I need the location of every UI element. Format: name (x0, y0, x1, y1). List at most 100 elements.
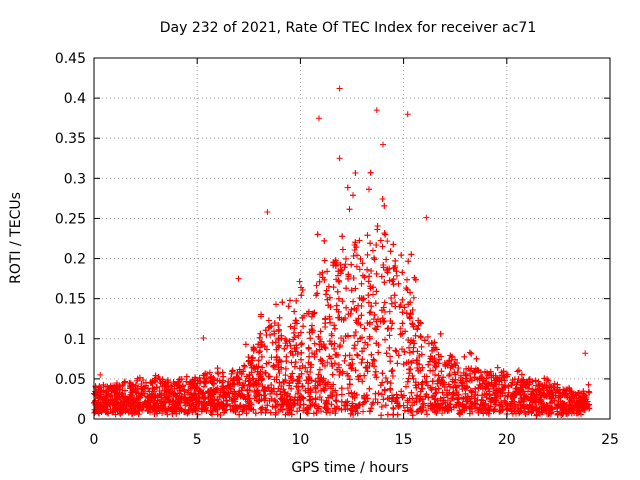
data-point (227, 386, 234, 393)
data-point (504, 371, 511, 378)
data-point (370, 399, 377, 406)
data-point (262, 369, 268, 376)
data-point (305, 380, 312, 387)
data-point (399, 330, 406, 337)
data-point (339, 233, 346, 240)
data-point (381, 230, 388, 237)
data-point (201, 393, 208, 399)
data-point (399, 296, 406, 303)
data-point (440, 374, 447, 381)
data-point (266, 323, 273, 330)
data-point (382, 336, 388, 343)
data-point (325, 302, 332, 309)
data-point (278, 402, 285, 409)
data-point (268, 354, 275, 361)
data-point (240, 382, 247, 389)
data-point (317, 328, 324, 335)
data-point (390, 404, 397, 411)
data-point (353, 263, 360, 270)
data-point (430, 367, 436, 374)
data-point (343, 304, 350, 311)
data-point (417, 395, 424, 402)
data-point (474, 397, 481, 404)
data-point (410, 348, 417, 355)
data-point (286, 382, 293, 389)
data-point (392, 347, 399, 354)
data-point (344, 370, 350, 377)
data-point (370, 291, 376, 298)
data-point (352, 367, 359, 374)
data-point (412, 332, 419, 339)
data-point (417, 320, 424, 327)
data-point (386, 332, 393, 339)
data-point (505, 389, 512, 396)
data-point (289, 348, 295, 355)
data-point (398, 388, 405, 395)
data-point (416, 353, 423, 359)
data-point (366, 273, 373, 280)
data-point (246, 372, 253, 379)
data-point (373, 242, 380, 248)
data-point (219, 369, 226, 376)
data-point (400, 361, 407, 368)
data-point (99, 404, 106, 411)
data-point (552, 389, 559, 396)
data-point (335, 277, 342, 284)
data-point (120, 405, 127, 412)
data-point (312, 378, 319, 385)
data-point (364, 232, 371, 239)
data-point (259, 364, 266, 371)
data-point (167, 383, 174, 390)
data-point (229, 367, 236, 374)
data-point (135, 411, 142, 418)
data-point (371, 311, 378, 318)
data-point (324, 268, 331, 275)
data-point (412, 276, 419, 283)
data-point (265, 317, 272, 324)
data-point (413, 384, 420, 391)
data-point (307, 335, 314, 342)
data-point (351, 247, 358, 253)
data-point (277, 388, 283, 395)
data-point (450, 384, 457, 391)
data-point (149, 399, 156, 406)
data-point (294, 408, 301, 415)
data-point (501, 377, 508, 384)
data-point (181, 386, 188, 393)
data-point (343, 285, 350, 292)
data-point (401, 348, 408, 355)
data-point (319, 360, 326, 367)
data-point (325, 283, 332, 290)
data-point (350, 275, 357, 281)
data-point (152, 372, 159, 379)
data-point (446, 401, 453, 408)
data-point (230, 388, 237, 395)
data-point (528, 410, 535, 417)
data-point (385, 325, 392, 332)
data-point (298, 292, 305, 299)
data-point (387, 380, 394, 387)
data-point (316, 379, 323, 386)
data-point (473, 355, 480, 362)
data-point (575, 408, 582, 415)
data-point (142, 398, 149, 405)
data-point (266, 373, 273, 380)
data-point (211, 376, 218, 383)
data-point (387, 358, 394, 365)
data-point (215, 370, 222, 377)
data-point (586, 389, 593, 396)
data-point (359, 260, 366, 267)
data-point (356, 237, 363, 244)
data-point (425, 394, 432, 401)
data-point (479, 380, 486, 387)
data-point (225, 390, 232, 397)
data-point (202, 380, 209, 387)
data-point (406, 349, 413, 356)
data-point (335, 295, 342, 302)
data-point (287, 297, 293, 304)
data-point (246, 382, 253, 389)
data-point (272, 398, 279, 405)
data-point (547, 410, 554, 417)
data-point (355, 315, 362, 322)
data-point (405, 375, 412, 382)
